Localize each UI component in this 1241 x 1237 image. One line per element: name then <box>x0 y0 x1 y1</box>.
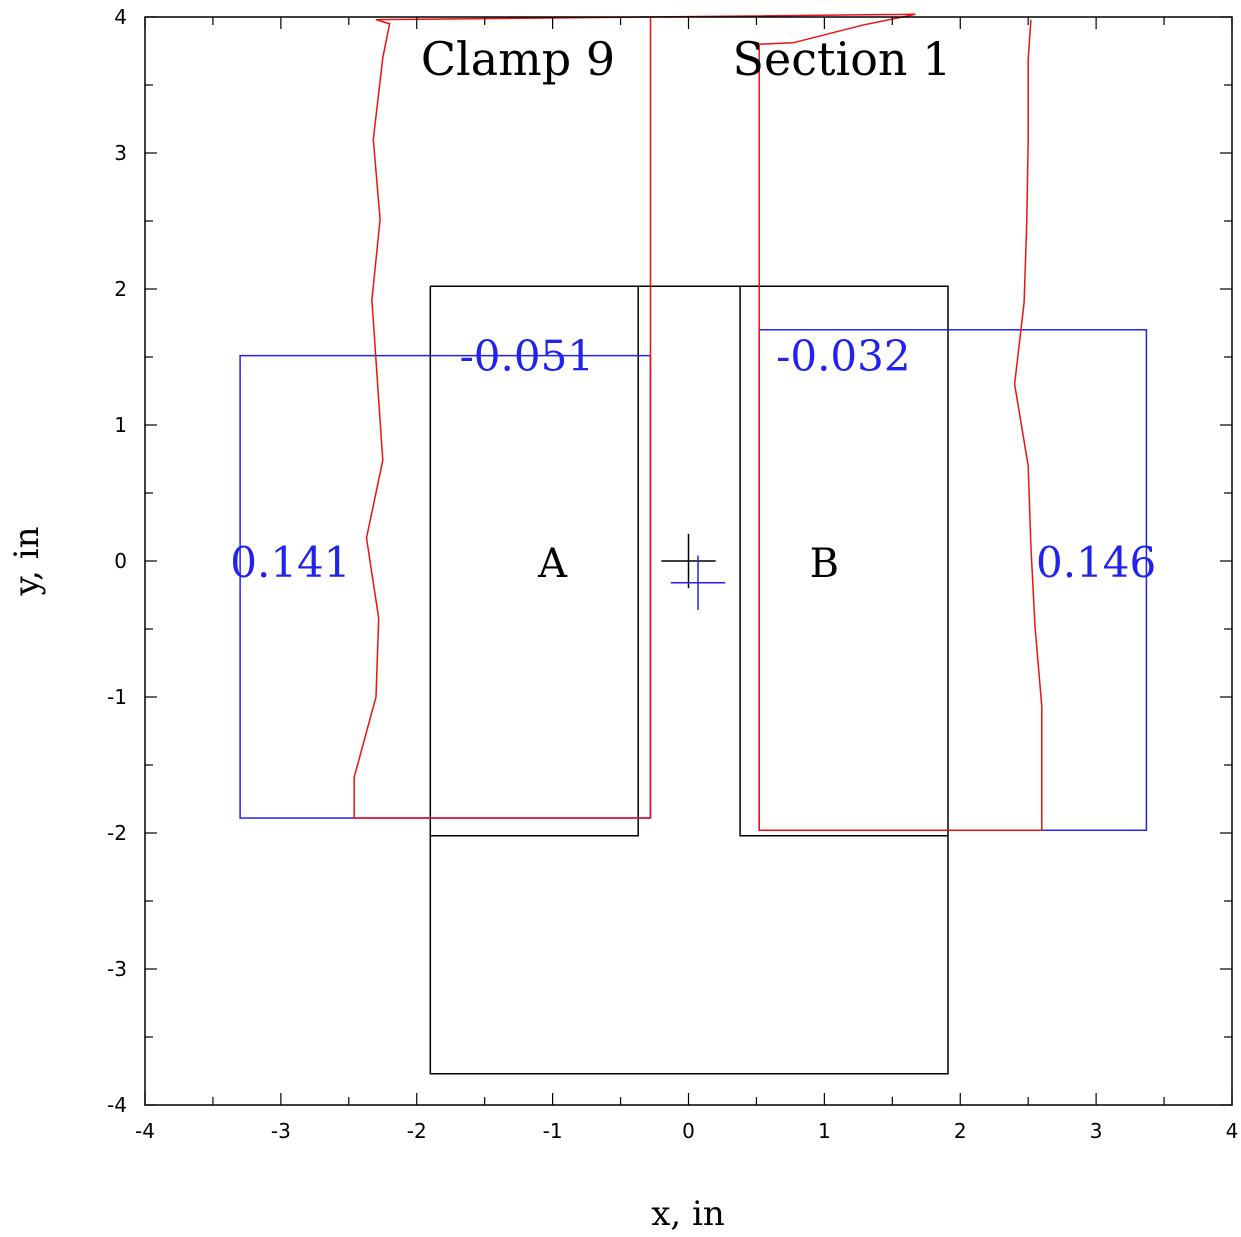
x-tick-label: -3 <box>271 1119 291 1143</box>
y-tick-label: 3 <box>114 141 127 165</box>
x-tick-label: -2 <box>407 1119 427 1143</box>
x-tick-label: 4 <box>1226 1119 1239 1143</box>
y-tick-label: 2 <box>114 277 127 301</box>
title-section: Section 1 <box>733 32 952 86</box>
y-tick-label: -1 <box>107 685 127 709</box>
region-label-b: B <box>810 541 839 587</box>
y-tick-label: 0 <box>114 549 127 573</box>
x-tick-label: 2 <box>954 1119 967 1143</box>
red-contour-layer <box>353 13 1043 832</box>
label-layer: -4 -3 -2 -1 0 1 2 3 4 -4 -3 -2 -1 0 1 2 3 4 A B 0.141 -0.051 -… <box>107 5 1238 1143</box>
y-tick-label: -4 <box>107 1093 127 1117</box>
red-line-right-inner <box>758 13 916 831</box>
x-tick-label: 1 <box>818 1119 831 1143</box>
clamp-outline <box>429 285 949 1075</box>
title-clamp: Clamp 9 <box>421 32 615 86</box>
x-tick-label: 3 <box>1090 1119 1103 1143</box>
plot-frame-layer <box>144 16 1233 1106</box>
x-tick-label: 0 <box>682 1119 695 1143</box>
red-line-right-outer <box>759 19 1043 832</box>
black-outline-layer <box>429 285 949 1075</box>
x-axis-title: x, in <box>651 1194 725 1234</box>
value-label-4: 0.146 <box>1036 538 1156 587</box>
value-label-1: 0.141 <box>230 538 350 587</box>
value-label-3: -0.032 <box>776 331 910 380</box>
value-label-2: -0.051 <box>460 331 594 380</box>
x-tick-label: -4 <box>135 1119 155 1143</box>
blue-box-layer <box>239 329 1148 832</box>
x-tick-label: -1 <box>543 1119 563 1143</box>
red-line-left-outer <box>353 13 916 819</box>
region-label-a: A <box>537 541 568 587</box>
y-axis-title: y, in <box>7 526 47 596</box>
y-tick-label: -2 <box>107 821 127 845</box>
y-tick-label: 4 <box>114 5 127 29</box>
y-tick-label: 1 <box>114 413 127 437</box>
y-tick-label: -3 <box>107 957 127 981</box>
